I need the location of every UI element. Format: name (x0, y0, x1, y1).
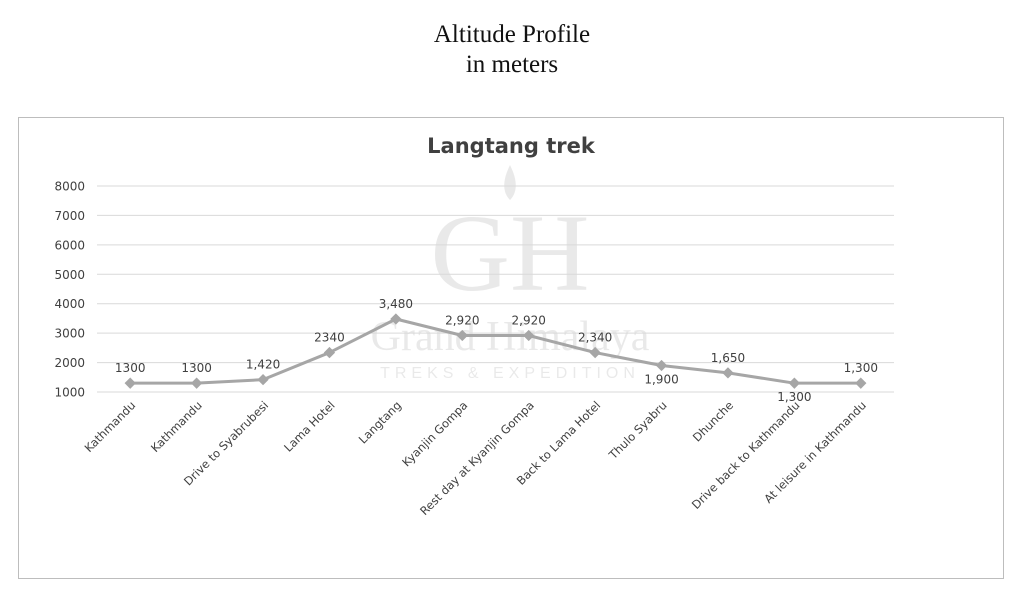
x-tick-label: Kathmandu (148, 398, 205, 455)
data-label: 1,300 (844, 361, 878, 375)
data-point-marker (257, 373, 269, 386)
data-label: 1,300 (777, 390, 811, 404)
data-point-marker (190, 377, 203, 389)
data-label: 3,480 (379, 297, 413, 311)
data-label: 2340 (314, 331, 345, 345)
chart-frame (18, 117, 1004, 579)
data-label: 1,420 (246, 358, 280, 372)
y-tick-label: 7000 (54, 209, 85, 223)
y-tick-label: 4000 (54, 297, 85, 311)
series-line (130, 317, 861, 385)
y-tick-label: 5000 (54, 268, 85, 282)
x-tick-label: Drive back to Kathmandu (689, 398, 803, 512)
data-point-marker (323, 346, 336, 359)
chart-title: Langtang trek (427, 134, 596, 158)
data-point-marker (390, 313, 402, 325)
y-tick-label: 2000 (54, 356, 85, 370)
data-point-marker (655, 359, 668, 372)
y-axis-tick-labels: 1000 2000 3000 4000 5000 6000 7000 8000 (54, 180, 85, 400)
x-tick-label: Dhunche (690, 398, 736, 444)
page-heading: Altitude Profile in meters (0, 20, 1024, 80)
page-subtitle: in meters (465, 51, 559, 78)
x-tick-label: Rest day at Kyanjin Gompa (417, 398, 537, 518)
altitude-series (124, 313, 867, 389)
x-tick-label: Kyanjin Gompa (399, 398, 470, 469)
y-tick-label: 6000 (54, 238, 85, 252)
data-labels: 1300 1300 1,420 2340 3,480 2,920 2,920 2,340 1,9… (115, 297, 878, 404)
x-tick-label: Kathmandu (82, 398, 139, 455)
x-tick-label: Thulo Syabru (605, 398, 669, 462)
data-point-marker (523, 329, 535, 342)
data-label: 1300 (181, 361, 212, 375)
data-point-marker (124, 377, 136, 389)
y-tick-label: 1000 (54, 386, 85, 400)
x-tick-label: Lama Hotel (281, 398, 337, 454)
y-tick-label: 3000 (54, 327, 85, 341)
y-tick-label: 8000 (54, 180, 85, 194)
data-label: 2,340 (578, 331, 612, 345)
data-point-marker (722, 367, 734, 379)
data-label: 2,920 (512, 313, 546, 327)
data-label: 2,920 (445, 313, 479, 327)
data-label: 1300 (115, 361, 146, 375)
x-tick-label: Langtang (356, 398, 404, 446)
data-point-marker (456, 329, 468, 342)
page-title: Altitude Profile (433, 21, 591, 48)
data-label: 1,650 (711, 351, 745, 365)
data-point-marker (589, 346, 601, 359)
gridlines (97, 185, 894, 393)
data-label: 1,900 (644, 373, 678, 387)
data-point-marker (788, 377, 801, 389)
data-point-marker (855, 377, 867, 389)
